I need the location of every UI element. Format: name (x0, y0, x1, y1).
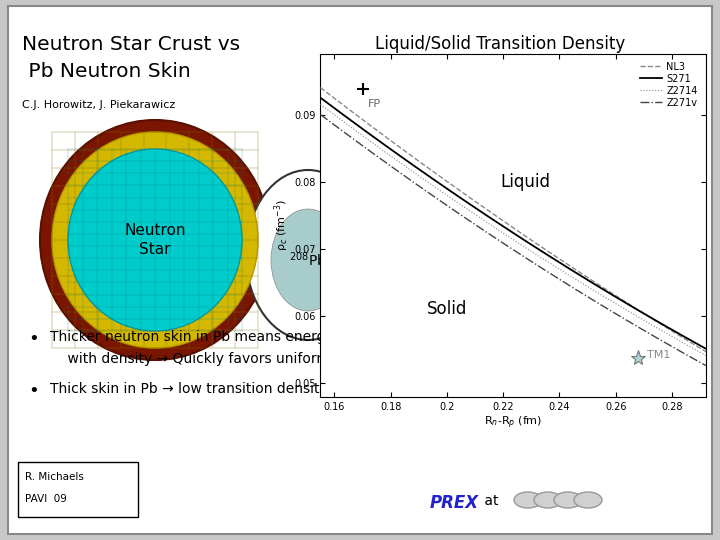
Z2714 (557, 267, 566, 274)
Ellipse shape (514, 492, 542, 508)
Z2714 (318, 102, 326, 109)
Legend: NL3, S271, Z2714, Z271v: NL3, S271, Z2714, Z271v (637, 59, 701, 111)
NL3 (316, 84, 325, 91)
Text: $^{208}$Pb: $^{208}$Pb (289, 251, 327, 269)
NL3 (648, 315, 657, 322)
Z2714 (550, 263, 559, 269)
Z2714 (710, 357, 719, 363)
Ellipse shape (271, 209, 345, 311)
Z2714 (673, 336, 682, 343)
Text: FP: FP (368, 99, 382, 109)
Ellipse shape (68, 149, 242, 331)
Text: with density → Quickly favors uniform phase.: with density → Quickly favors uniform ph… (50, 352, 380, 366)
NL3 (549, 252, 558, 258)
Text: Liquid: Liquid (500, 173, 551, 191)
Line: Z271v: Z271v (320, 114, 714, 370)
Ellipse shape (574, 492, 602, 508)
Text: Thick skin in Pb → low transition density in star.: Thick skin in Pb → low transition densit… (50, 382, 379, 396)
NL3 (550, 253, 559, 259)
S271 (550, 256, 559, 263)
Text: •: • (28, 382, 39, 400)
Text: Solid: Solid (427, 300, 467, 319)
S271 (318, 96, 326, 102)
Ellipse shape (534, 492, 562, 508)
Text: •: • (28, 330, 39, 348)
S271 (316, 94, 325, 101)
Text: Pb Neutron Skin: Pb Neutron Skin (22, 62, 191, 81)
Text: Liquid/Solid Transition Density: Liquid/Solid Transition Density (375, 35, 625, 53)
Text: Neutron Star Crust vs: Neutron Star Crust vs (22, 35, 240, 54)
NL3 (710, 353, 719, 360)
Ellipse shape (40, 120, 270, 360)
Y-axis label: ρ$_c$ (fm$^{-3}$): ρ$_c$ (fm$^{-3}$) (273, 200, 292, 251)
Z271v (316, 111, 325, 118)
Z271v (549, 272, 558, 279)
Line: NL3: NL3 (320, 87, 714, 356)
NL3 (557, 257, 566, 264)
Z271v (557, 277, 566, 284)
Z271v (648, 332, 657, 339)
NL3 (318, 85, 326, 92)
Text: R. Michaels: R. Michaels (25, 472, 84, 482)
S271 (549, 255, 558, 262)
Z271v (710, 367, 719, 373)
Text: PAVI  09: PAVI 09 (25, 494, 67, 504)
S271 (557, 260, 566, 267)
Text: at: at (480, 494, 498, 508)
Ellipse shape (554, 492, 582, 508)
S271 (673, 329, 682, 336)
S271 (710, 350, 719, 356)
Z271v (318, 112, 326, 119)
X-axis label: R$_n$-R$_p$ (fm): R$_n$-R$_p$ (fm) (484, 415, 542, 431)
Z2714 (648, 322, 657, 328)
NL3 (673, 331, 682, 338)
Bar (18, 462, 138, 517)
Text: Neutron
Star: Neutron Star (125, 222, 186, 258)
Text: TM1: TM1 (647, 349, 670, 360)
Line: Z2714: Z2714 (320, 104, 714, 360)
Text: Thicker neutron skin in Pb means energy rises rapidly: Thicker neutron skin in Pb means energy … (50, 330, 423, 344)
S271 (648, 315, 657, 322)
Line: S271: S271 (320, 98, 714, 353)
Ellipse shape (52, 132, 258, 348)
Text: PREX: PREX (430, 494, 479, 512)
Ellipse shape (246, 170, 370, 340)
Z2714 (549, 262, 558, 269)
Z2714 (316, 101, 325, 107)
Z271v (550, 273, 559, 280)
Z271v (673, 346, 682, 353)
Text: C.J. Horowitz, J. Piekarawicz: C.J. Horowitz, J. Piekarawicz (22, 100, 175, 110)
